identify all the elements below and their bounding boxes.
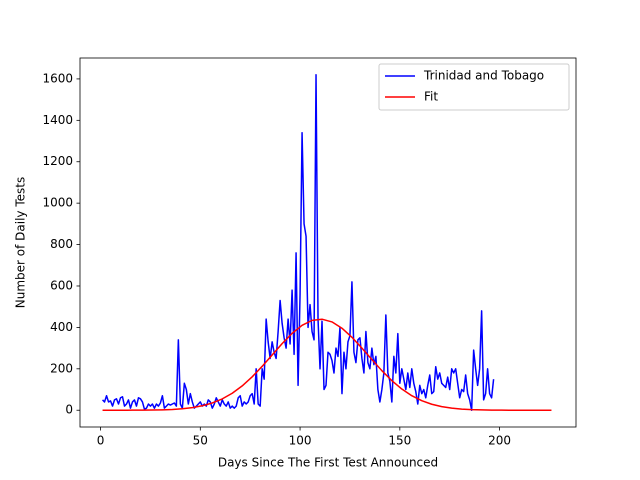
series-line	[102, 74, 495, 411]
x-tick-label: 100	[289, 434, 312, 448]
y-tick-label: 600	[50, 278, 73, 292]
x-tick-label: 50	[193, 434, 208, 448]
legend-box	[378, 63, 570, 111]
x-tick-label: 200	[488, 434, 511, 448]
y-tick-label: 1200	[42, 154, 73, 168]
y-tick-label: 200	[50, 361, 73, 375]
y-tick-label: 400	[50, 320, 73, 334]
x-tick-label: 0	[97, 434, 105, 448]
y-axis-label: Number of Daily Tests	[14, 177, 28, 308]
y-tick-label: 1600	[42, 71, 73, 85]
y-tick-label: 800	[50, 237, 73, 251]
y-tick-label: 1000	[42, 196, 73, 210]
y-tick-label: 0	[65, 403, 73, 417]
y-tick-label: 1400	[42, 113, 73, 127]
axes-frame	[79, 57, 577, 428]
legend-label: Fit	[424, 90, 438, 104]
series-line	[102, 318, 552, 411]
x-tick-label: 150	[388, 434, 411, 448]
x-axis-label: Days Since The First Test Announced	[218, 456, 438, 470]
plot-area	[102, 74, 552, 411]
legend-label: Trinidad and Tobago	[423, 69, 544, 83]
